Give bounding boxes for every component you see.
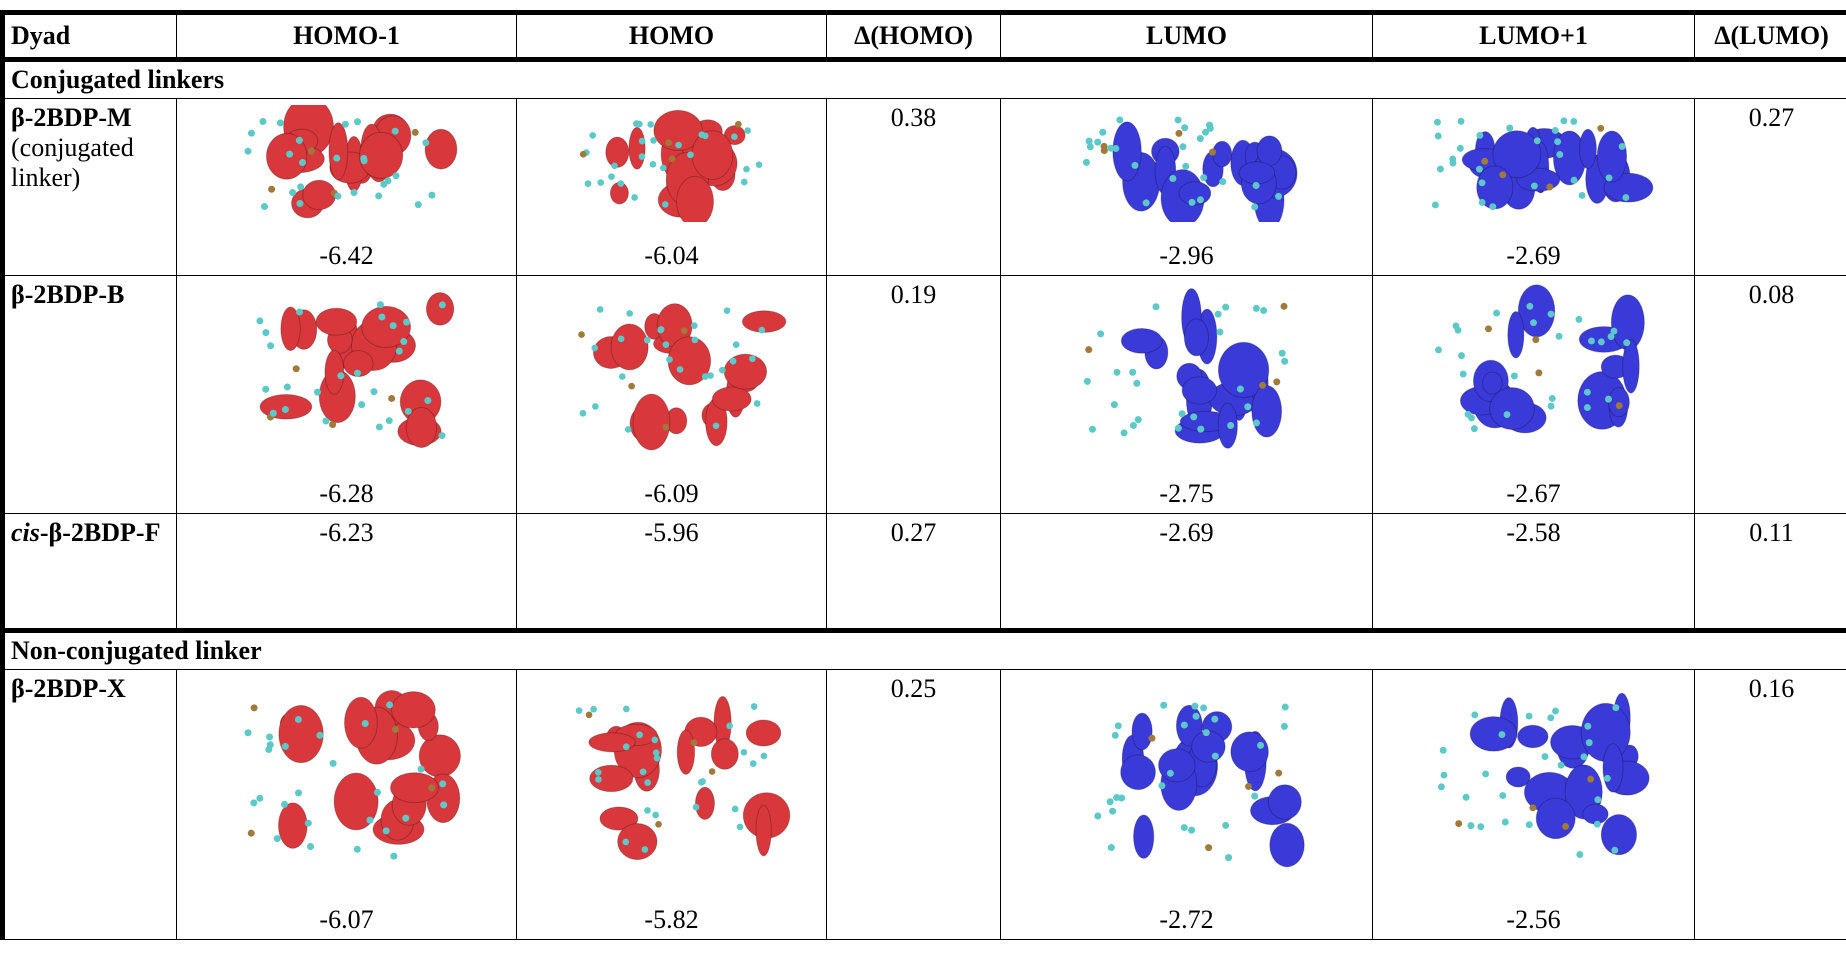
energy-value: 0.38 [833, 99, 994, 133]
header-cell: Δ(LUMO) [1695, 13, 1846, 60]
dyad-name: β-2BDP-M [11, 103, 132, 132]
orbital-image [211, 676, 482, 886]
dyad-cell: β-2BDP-B [3, 276, 177, 514]
header-row: Dyad HOMO-1 HOMO Δ(HOMO) LUMO LUMO+1 Δ(L… [3, 13, 1846, 60]
header-cell: LUMO+1 [1373, 13, 1695, 60]
energy-value: -6.04 [517, 241, 826, 271]
dyad-name: β-2BDP-B [11, 280, 124, 309]
data-row: β-2BDP-B -6.28-6.09 0.19 -2.75-2.67 0.08 [3, 276, 1846, 514]
page: Dyad HOMO-1 HOMO Δ(HOMO) LUMO LUMO+1 Δ(L… [0, 10, 1846, 960]
dyad-name: -β-2BDP-F [40, 518, 161, 547]
header-cell: HOMO-1 [177, 13, 517, 60]
value-cell: -6.04 [517, 99, 827, 276]
value-cell: -2.75 [1001, 276, 1373, 514]
energy-value: 0.27 [833, 514, 994, 548]
value-cell: -6.23 [177, 514, 517, 631]
orbital-image [211, 105, 482, 222]
orbital-image [211, 282, 482, 460]
energy-value: -2.56 [1373, 905, 1694, 935]
energy-value: -2.75 [1001, 479, 1372, 509]
energy-value: -6.42 [177, 241, 516, 271]
energy-value: 0.19 [833, 276, 994, 310]
data-row: β-2BDP-X -6.07-5.82 0.25 -2.72-2.56 0.16 [3, 670, 1846, 940]
energy-value: -6.09 [517, 479, 826, 509]
energy-value: 0.08 [1701, 276, 1842, 310]
dyad-cell: β-2BDP-M(conjugated linker) [3, 99, 177, 276]
section-title: Non-conjugated linker [3, 631, 1846, 670]
orbital-image [548, 282, 795, 460]
value-cell: 0.27 [1695, 99, 1846, 276]
header-cell: Dyad [3, 13, 177, 60]
value-cell: -2.69 [1001, 514, 1373, 631]
orbital-image [1405, 105, 1662, 222]
energy-value: -2.69 [1007, 514, 1366, 548]
value-cell: 0.27 [827, 514, 1001, 631]
dyad-note: (conjugated linker) [11, 133, 170, 193]
energy-value: -6.07 [177, 905, 516, 935]
section-title: Conjugated linkers [3, 60, 1846, 99]
dyad-cell: cis-β-2BDP-F [3, 514, 177, 631]
value-cell: -2.56 [1373, 670, 1695, 940]
value-cell: -6.07 [177, 670, 517, 940]
energy-value: -2.58 [1379, 514, 1688, 548]
energy-value: 0.16 [1701, 670, 1842, 704]
orbital-image [548, 105, 795, 222]
orbital-image [548, 676, 795, 886]
value-cell: 0.08 [1695, 276, 1846, 514]
value-cell: -2.58 [1373, 514, 1695, 631]
value-cell: -5.82 [517, 670, 827, 940]
energy-value: -5.82 [517, 905, 826, 935]
data-row: cis-β-2BDP-F -6.23 -5.96 0.27 -2.69 -2.58 0.1… [3, 514, 1846, 631]
value-cell: 0.38 [827, 99, 1001, 276]
energy-value: -5.96 [523, 514, 820, 548]
section-row: Non-conjugated linker [3, 631, 1846, 670]
data-row: β-2BDP-M(conjugated linker) -6.42-6.04 0.… [3, 99, 1846, 276]
header-cell: LUMO [1001, 13, 1373, 60]
energy-value: -2.96 [1001, 241, 1372, 271]
energy-value: 0.27 [1701, 99, 1842, 133]
value-cell: -2.72 [1001, 670, 1373, 940]
energy-value: 0.25 [833, 670, 994, 704]
dyad-name: β-2BDP-X [11, 674, 126, 703]
dyad-prefix: cis [11, 518, 40, 547]
orbital-image [1038, 105, 1335, 222]
energy-value: -2.67 [1373, 479, 1694, 509]
energy-value: -6.28 [177, 479, 516, 509]
energy-value: -6.23 [183, 514, 510, 548]
header-cell: Δ(HOMO) [827, 13, 1001, 60]
section-row: Conjugated linkers [3, 60, 1846, 99]
value-cell: 0.16 [1695, 670, 1846, 940]
value-cell: -6.28 [177, 276, 517, 514]
energy-value: -2.72 [1001, 905, 1372, 935]
orbital-image [1405, 282, 1662, 460]
value-cell: -6.09 [517, 276, 827, 514]
orbital-image [1405, 676, 1662, 886]
energy-value: 0.11 [1701, 514, 1842, 548]
value-cell: -2.96 [1001, 99, 1373, 276]
dyad-cell: β-2BDP-X [3, 670, 177, 940]
orbital-image [1038, 676, 1335, 886]
orbital-image [1038, 282, 1335, 460]
value-cell: 0.25 [827, 670, 1001, 940]
value-cell: -2.69 [1373, 99, 1695, 276]
value-cell: 0.19 [827, 276, 1001, 514]
energy-value: -2.69 [1373, 241, 1694, 271]
orbital-table: Dyad HOMO-1 HOMO Δ(HOMO) LUMO LUMO+1 Δ(L… [0, 10, 1846, 940]
value-cell: -5.96 [517, 514, 827, 631]
header-cell: HOMO [517, 13, 827, 60]
value-cell: -6.42 [177, 99, 517, 276]
value-cell: -2.67 [1373, 276, 1695, 514]
value-cell: 0.11 [1695, 514, 1846, 631]
